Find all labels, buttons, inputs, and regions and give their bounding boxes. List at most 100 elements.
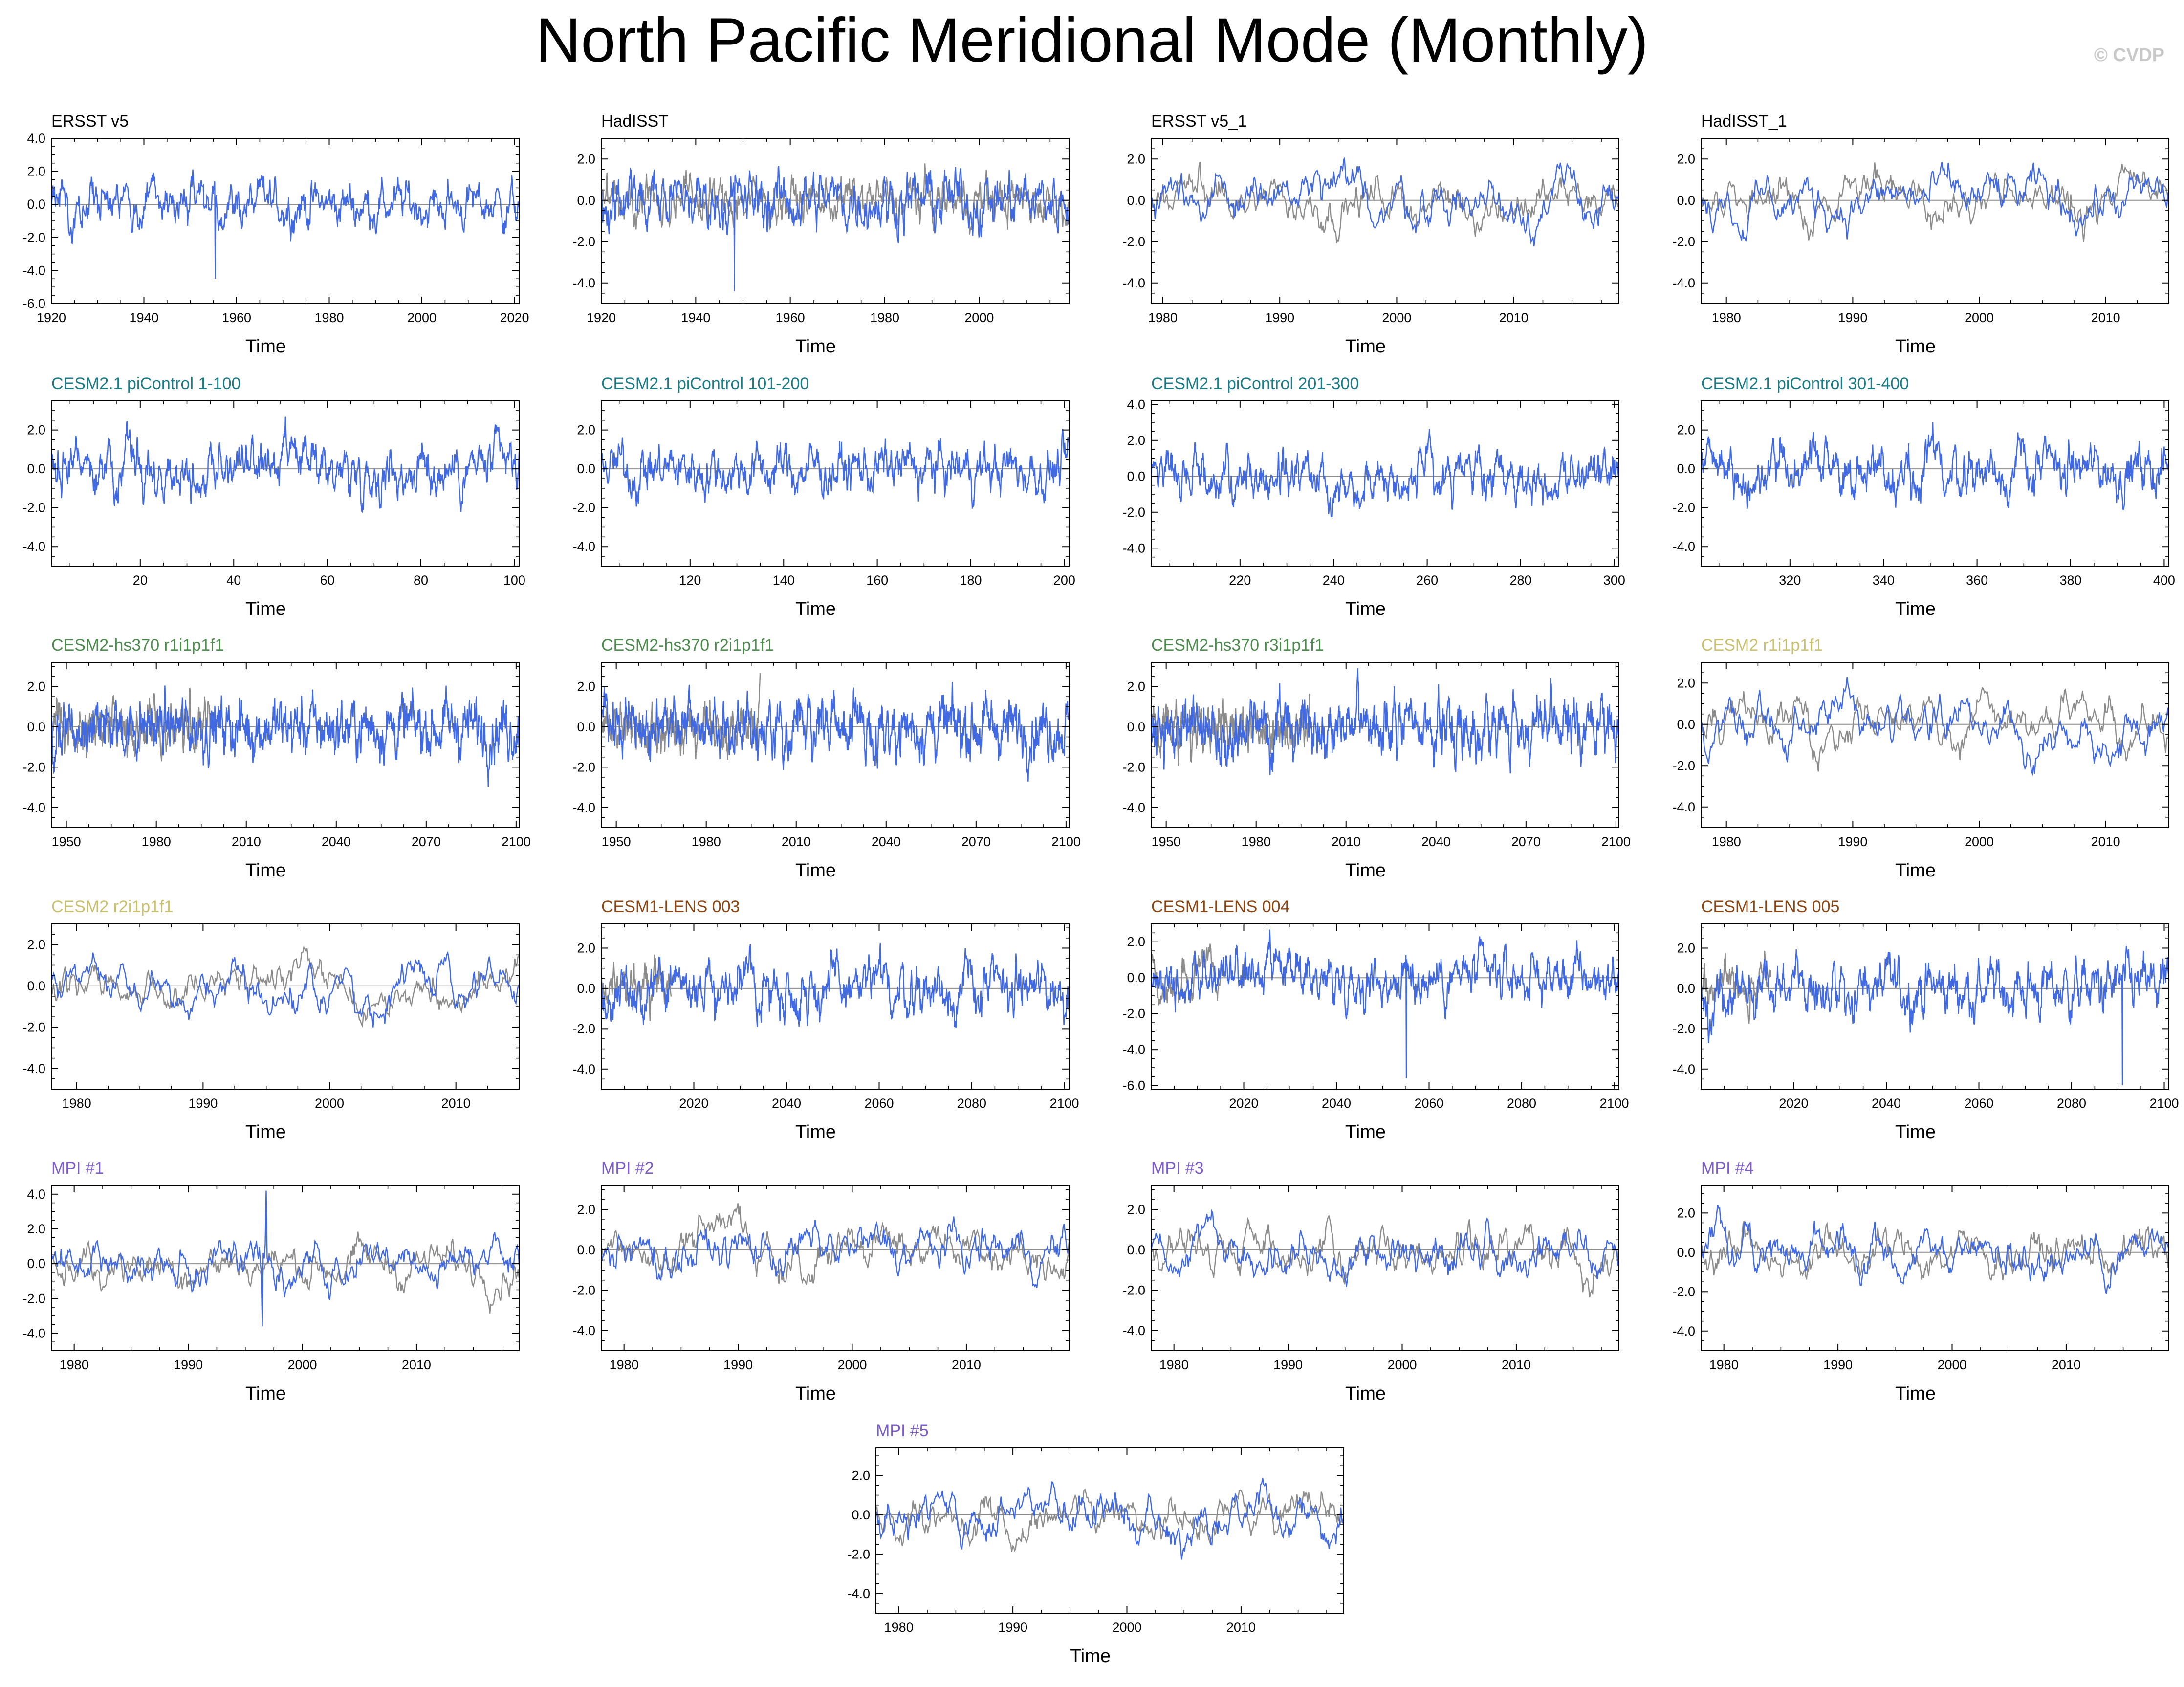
y-tick-label: -2.0 <box>22 760 45 774</box>
y-tick-label: 2.0 <box>852 1468 870 1483</box>
panel-title: CESM2-hs370 r3i1p1f1 <box>1151 636 1324 655</box>
x-tick-label: 20 <box>133 573 148 588</box>
y-tick-label: -4.0 <box>1672 1062 1695 1076</box>
reference-series-line <box>51 1231 519 1314</box>
npmm-series-line <box>1701 677 2169 776</box>
y-tick-label: 4.0 <box>27 131 45 146</box>
y-tick-label: -6.0 <box>1122 1078 1145 1093</box>
x-axis-label: Time <box>795 599 836 619</box>
npmm-series-line <box>601 166 1069 291</box>
npmm-series-line <box>1151 929 1619 1079</box>
npmm-series-line <box>1151 1209 1619 1287</box>
panel-cesm2-1-picontrol-201-300: CESM2.1 piControl 201-300 -4.0 -2.0 0.0 2.0 4… <box>1122 374 1625 619</box>
x-tick-label: 2100 <box>502 834 531 849</box>
x-tick-label: 1950 <box>602 834 631 849</box>
y-tick-label: 2.0 <box>1127 679 1145 694</box>
npmm-series-line <box>51 685 519 787</box>
x-tick-label: 2010 <box>2091 310 2120 325</box>
panel-title: HadISST_1 <box>1701 112 1787 131</box>
x-tick-label: 2000 <box>287 1358 317 1372</box>
x-tick-label: 2020 <box>1229 1096 1258 1111</box>
y-tick-label: 2.0 <box>27 423 45 438</box>
panel-mpi-1: MPI #1 -4.0 -2.0 0.0 2.0 4.0 1980 1990 2000 2010 T… <box>22 1159 520 1404</box>
plot-frame <box>875 1447 1344 1614</box>
y-tick-label: -2.0 <box>572 501 595 515</box>
x-tick-label: 2070 <box>1511 834 1541 849</box>
y-tick-label: -4.0 <box>1122 1042 1145 1057</box>
x-tick-label: 1940 <box>681 310 710 325</box>
x-tick-label: 1980 <box>1159 1358 1189 1372</box>
y-tick-label: 0.0 <box>852 1508 870 1522</box>
x-tick-label: 2070 <box>961 834 991 849</box>
x-tick-label: 1990 <box>188 1096 218 1111</box>
reference-series-line <box>1151 943 1222 1006</box>
y-tick-label: 2.0 <box>577 679 595 694</box>
y-tick-label: -2.0 <box>1122 1283 1145 1297</box>
x-tick-label: 180 <box>960 573 982 588</box>
panel-title: CESM2.1 piControl 1-100 <box>51 374 240 393</box>
panel-title: CESM1-LENS 004 <box>1151 898 1289 916</box>
y-tick-label: -2.0 <box>1672 234 1695 249</box>
plot-frame <box>1701 400 2169 567</box>
panel-title: MPI #3 <box>1151 1159 1204 1178</box>
reference-series-line <box>1701 686 2169 772</box>
panel-title: ERSST v5_1 <box>1151 112 1247 131</box>
x-tick-label: 2100 <box>1601 834 1631 849</box>
y-tick-label: 2.0 <box>1677 152 1695 166</box>
x-tick-label: 1980 <box>1712 310 1741 325</box>
x-tick-label: 1950 <box>1152 834 1181 849</box>
y-tick-label: -4.0 <box>1672 1324 1695 1338</box>
y-tick-label: -4.0 <box>1122 1323 1145 1338</box>
x-tick-label: 1980 <box>610 1358 639 1372</box>
y-tick-label: -6.0 <box>22 296 45 311</box>
x-axis-label: Time <box>245 1383 286 1404</box>
panel-title: MPI #1 <box>51 1159 104 1178</box>
x-tick-label: 2060 <box>1964 1096 1993 1111</box>
x-tick-label: 1960 <box>776 310 805 325</box>
y-tick-label: -4.0 <box>1672 800 1695 814</box>
y-tick-label: -4.0 <box>572 1062 595 1076</box>
panel-mpi-4: MPI #4 -4.0 -2.0 0.0 2.0 1980 1990 2000 2010 Time <box>1672 1159 2169 1404</box>
x-tick-label: 2040 <box>1421 834 1451 849</box>
x-axis-label: Time <box>1345 1122 1386 1142</box>
x-tick-label: 2100 <box>1049 1096 1079 1111</box>
y-tick-label: 2.0 <box>577 1202 595 1217</box>
reference-series-line <box>876 1488 1344 1552</box>
reference-series-line <box>51 945 519 1028</box>
y-tick-label: 2.0 <box>577 152 595 166</box>
x-tick-label: 340 <box>1873 573 1895 588</box>
y-tick-label: -4.0 <box>572 800 595 815</box>
x-tick-label: 1980 <box>62 1096 91 1111</box>
plot-frame <box>601 400 1070 567</box>
y-tick-label: 2.0 <box>27 937 45 952</box>
npmm-series-line <box>51 951 519 1028</box>
y-tick-label: 0.0 <box>577 1243 595 1257</box>
y-tick-label: 2.0 <box>1677 941 1695 955</box>
y-tick-label: -2.0 <box>1122 1007 1145 1021</box>
x-axis-label: Time <box>1895 860 1936 881</box>
npmm-series-line <box>51 169 519 279</box>
plot-frame <box>1701 138 2169 304</box>
x-axis-label: Time <box>1345 599 1386 619</box>
x-tick-label: 200 <box>1053 573 1075 588</box>
x-tick-label: 300 <box>1603 573 1625 588</box>
y-tick-label: 0.0 <box>1127 720 1145 734</box>
panel-ersst-v5: ERSST v5 -6.0 -4.0 -2.0 0.0 2.0 4.0 1920 1940 196… <box>22 112 529 357</box>
x-tick-label: 320 <box>1779 573 1801 588</box>
x-tick-label: 2010 <box>402 1358 431 1372</box>
x-tick-label: 1980 <box>142 834 171 849</box>
plot-frame <box>601 662 1070 828</box>
y-tick-label: 0.0 <box>27 197 45 212</box>
x-tick-label: 1950 <box>52 834 81 849</box>
x-axis-label: Time <box>245 336 286 357</box>
x-tick-label: 2010 <box>1499 310 1529 325</box>
y-tick-label: 2.0 <box>1127 433 1145 448</box>
panel-cesm2-hs370-r3i1p1f1: CESM2-hs370 r3i1p1f1 -4.0 -2.0 0.0 2.0 1950 19… <box>1122 636 1630 881</box>
x-axis-label: Time <box>795 336 836 357</box>
panel-mpi-5: MPI #5 -4.0 -2.0 0.0 2.0 1980 1990 2000 2010 Time <box>847 1422 1344 1666</box>
x-tick-label: 1980 <box>884 1620 914 1635</box>
cvdp-credit: © CVDP <box>2094 45 2164 66</box>
panel-title: ERSST v5 <box>51 112 129 131</box>
x-tick-label: 2000 <box>1112 1620 1141 1635</box>
